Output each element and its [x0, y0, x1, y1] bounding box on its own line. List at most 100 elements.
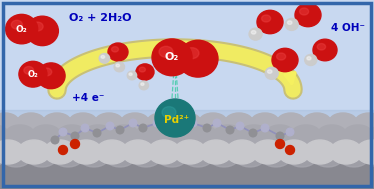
Circle shape — [51, 136, 59, 144]
Bar — [0, 158, 374, 189]
Circle shape — [276, 132, 284, 140]
Ellipse shape — [304, 140, 336, 164]
Ellipse shape — [249, 28, 262, 40]
Ellipse shape — [288, 21, 292, 24]
Ellipse shape — [108, 43, 128, 61]
Ellipse shape — [278, 140, 310, 164]
Ellipse shape — [261, 147, 291, 167]
Ellipse shape — [226, 140, 258, 164]
Ellipse shape — [339, 147, 369, 167]
Ellipse shape — [0, 147, 5, 167]
Ellipse shape — [139, 67, 145, 72]
Ellipse shape — [305, 54, 317, 66]
Ellipse shape — [200, 140, 232, 164]
Circle shape — [71, 139, 80, 149]
Ellipse shape — [114, 62, 125, 72]
Ellipse shape — [159, 46, 173, 57]
Ellipse shape — [109, 125, 139, 145]
Circle shape — [129, 119, 137, 127]
Ellipse shape — [70, 140, 102, 164]
Ellipse shape — [174, 140, 206, 164]
Ellipse shape — [32, 22, 43, 31]
Ellipse shape — [101, 55, 105, 58]
Circle shape — [213, 119, 221, 127]
Ellipse shape — [235, 147, 265, 167]
Circle shape — [116, 126, 124, 134]
Ellipse shape — [31, 125, 61, 145]
Circle shape — [189, 119, 197, 127]
Ellipse shape — [141, 83, 144, 85]
Ellipse shape — [343, 125, 373, 145]
Ellipse shape — [148, 140, 180, 164]
Ellipse shape — [329, 113, 357, 131]
Circle shape — [106, 122, 114, 130]
Ellipse shape — [157, 147, 187, 167]
Ellipse shape — [0, 125, 9, 145]
Ellipse shape — [257, 10, 283, 34]
Ellipse shape — [287, 147, 317, 167]
Text: +4 e⁻: +4 e⁻ — [72, 93, 104, 103]
Ellipse shape — [129, 73, 132, 75]
Ellipse shape — [24, 67, 34, 74]
Ellipse shape — [116, 64, 120, 67]
Ellipse shape — [147, 113, 175, 131]
Circle shape — [226, 126, 234, 134]
Circle shape — [139, 124, 147, 132]
Ellipse shape — [83, 125, 113, 145]
Ellipse shape — [265, 67, 278, 79]
Ellipse shape — [122, 140, 154, 164]
Ellipse shape — [272, 48, 298, 72]
Ellipse shape — [267, 70, 272, 73]
Ellipse shape — [161, 125, 191, 145]
Ellipse shape — [69, 113, 97, 131]
Ellipse shape — [95, 113, 123, 131]
Ellipse shape — [173, 113, 201, 131]
Circle shape — [93, 129, 101, 137]
Circle shape — [285, 146, 294, 154]
Ellipse shape — [317, 125, 347, 145]
Ellipse shape — [5, 125, 35, 145]
Ellipse shape — [225, 113, 253, 131]
Circle shape — [59, 128, 67, 136]
Ellipse shape — [105, 147, 135, 167]
Ellipse shape — [355, 113, 374, 131]
Ellipse shape — [313, 147, 343, 167]
Ellipse shape — [251, 113, 279, 131]
Ellipse shape — [199, 113, 227, 131]
Ellipse shape — [209, 147, 239, 167]
Ellipse shape — [307, 57, 311, 60]
Text: O₂: O₂ — [165, 52, 179, 62]
Ellipse shape — [185, 48, 199, 59]
Circle shape — [71, 132, 79, 140]
Ellipse shape — [18, 140, 50, 164]
Ellipse shape — [252, 140, 284, 164]
Text: 4 OH⁻: 4 OH⁻ — [331, 23, 365, 33]
Ellipse shape — [37, 63, 65, 89]
Bar — [0, 110, 374, 189]
Ellipse shape — [152, 39, 192, 76]
Ellipse shape — [265, 125, 295, 145]
Ellipse shape — [162, 107, 176, 118]
Text: O₂: O₂ — [16, 25, 28, 34]
Ellipse shape — [136, 64, 154, 80]
Circle shape — [276, 139, 285, 149]
Ellipse shape — [187, 125, 217, 145]
Ellipse shape — [43, 113, 71, 131]
Circle shape — [58, 146, 67, 154]
Ellipse shape — [135, 125, 165, 145]
Ellipse shape — [303, 113, 331, 131]
Text: Pd²⁺: Pd²⁺ — [165, 115, 190, 125]
Ellipse shape — [317, 43, 326, 50]
Ellipse shape — [57, 125, 87, 145]
Ellipse shape — [183, 147, 213, 167]
Ellipse shape — [44, 140, 76, 164]
Ellipse shape — [178, 40, 218, 77]
Ellipse shape — [131, 147, 161, 167]
Circle shape — [249, 129, 257, 137]
Ellipse shape — [300, 8, 309, 15]
Ellipse shape — [285, 19, 298, 30]
Circle shape — [81, 124, 89, 132]
Ellipse shape — [0, 113, 19, 131]
Ellipse shape — [276, 53, 286, 60]
Ellipse shape — [295, 3, 321, 27]
